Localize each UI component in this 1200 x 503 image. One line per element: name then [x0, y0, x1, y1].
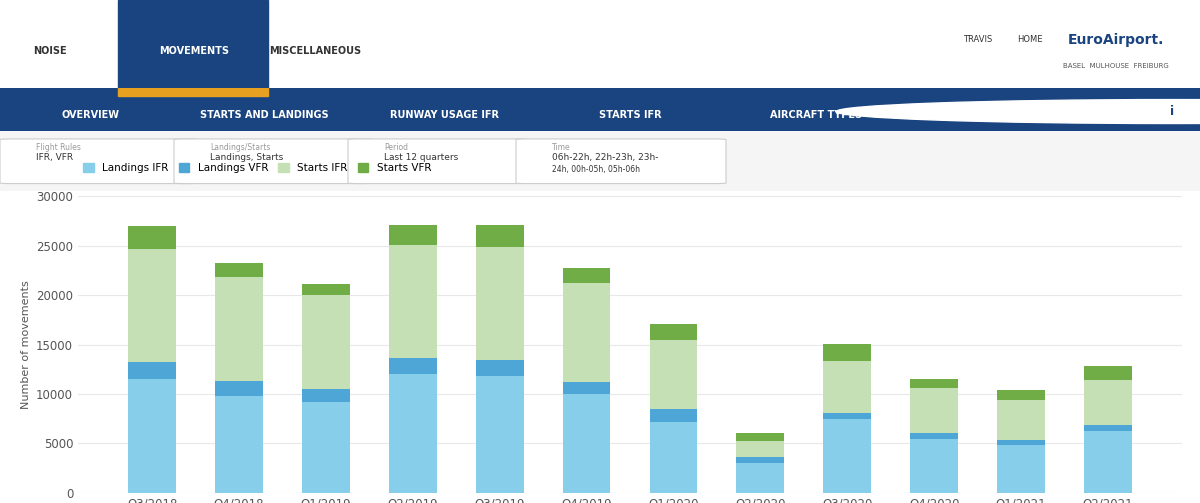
Text: Flight Rules: Flight Rules — [36, 142, 80, 151]
Bar — [302, 402, 349, 493]
Bar — [911, 379, 958, 388]
Bar — [215, 381, 263, 396]
Legend: Landings IFR, Landings VFR, Starts IFR, Starts VFR: Landings IFR, Landings VFR, Starts IFR, … — [83, 163, 431, 173]
Bar — [737, 463, 785, 493]
Text: HOME: HOME — [1016, 35, 1043, 44]
Text: STARTS AND LANDINGS: STARTS AND LANDINGS — [199, 110, 329, 120]
Y-axis label: Number of movements: Number of movements — [20, 280, 30, 409]
Text: Time: Time — [552, 142, 571, 151]
Bar — [997, 440, 1045, 446]
Text: TRAVIS: TRAVIS — [964, 35, 992, 44]
Bar — [649, 422, 697, 493]
Bar — [302, 295, 349, 389]
Bar — [118, 88, 268, 96]
Bar — [649, 340, 697, 409]
Bar — [1084, 425, 1132, 431]
Bar — [563, 382, 611, 394]
Text: MOVEMENTS: MOVEMENTS — [160, 46, 229, 56]
Bar — [475, 376, 523, 493]
Bar — [1084, 366, 1132, 380]
Text: AIRCRAFT TYPES: AIRCRAFT TYPES — [770, 110, 862, 120]
Bar — [649, 409, 697, 422]
Bar — [563, 283, 611, 382]
Bar — [911, 433, 958, 439]
Text: BASEL  MULHOUSE  FREIBURG: BASEL MULHOUSE FREIBURG — [1063, 63, 1169, 69]
Bar — [737, 441, 785, 457]
Bar — [823, 413, 871, 418]
Bar — [128, 248, 176, 362]
Text: MISCELLANEOUS: MISCELLANEOUS — [270, 46, 361, 56]
Bar — [649, 324, 697, 340]
Text: Period: Period — [384, 142, 408, 151]
Bar — [128, 226, 176, 248]
Bar — [1084, 431, 1132, 493]
Bar — [563, 394, 611, 493]
Text: EuroAirport.: EuroAirport. — [1068, 33, 1164, 47]
Bar — [389, 374, 437, 493]
Text: Landings/Starts: Landings/Starts — [210, 142, 270, 151]
Bar — [215, 264, 263, 277]
Text: 06h-22h, 22h-23h, 23h-: 06h-22h, 22h-23h, 23h- — [552, 153, 659, 162]
Text: Last 12 quarters: Last 12 quarters — [384, 153, 458, 162]
Text: i: i — [1170, 105, 1175, 118]
FancyBboxPatch shape — [0, 139, 198, 184]
Text: NOISE: NOISE — [34, 46, 67, 56]
Text: OVERVIEW: OVERVIEW — [61, 110, 119, 120]
Bar — [215, 277, 263, 381]
Bar — [823, 344, 871, 361]
Bar — [389, 225, 437, 244]
Bar — [563, 269, 611, 283]
Bar — [997, 390, 1045, 400]
Bar — [215, 396, 263, 493]
Text: Landings, Starts: Landings, Starts — [210, 153, 283, 162]
Bar — [737, 433, 785, 441]
FancyBboxPatch shape — [174, 139, 372, 184]
Bar — [128, 379, 176, 493]
Bar — [302, 389, 349, 402]
Bar — [389, 359, 437, 374]
Bar — [118, 0, 268, 88]
Bar — [475, 246, 523, 360]
Bar — [1084, 380, 1132, 425]
Bar — [128, 362, 176, 379]
Text: 24h, 00h-05h, 05h-06h: 24h, 00h-05h, 05h-06h — [552, 165, 640, 174]
Text: IFR, VFR: IFR, VFR — [36, 153, 73, 162]
FancyBboxPatch shape — [348, 139, 528, 184]
Circle shape — [836, 100, 1200, 124]
Bar — [911, 439, 958, 493]
Bar — [737, 457, 785, 463]
Bar — [389, 244, 437, 359]
Text: STARTS IFR: STARTS IFR — [599, 110, 661, 120]
Bar — [997, 446, 1045, 493]
Bar — [823, 361, 871, 413]
Bar — [302, 284, 349, 295]
Bar — [475, 225, 523, 246]
Bar — [475, 360, 523, 376]
FancyBboxPatch shape — [516, 139, 726, 184]
Bar — [911, 388, 958, 433]
Bar — [823, 418, 871, 493]
Bar — [997, 400, 1045, 440]
Text: RUNWAY USAGE IFR: RUNWAY USAGE IFR — [390, 110, 498, 120]
